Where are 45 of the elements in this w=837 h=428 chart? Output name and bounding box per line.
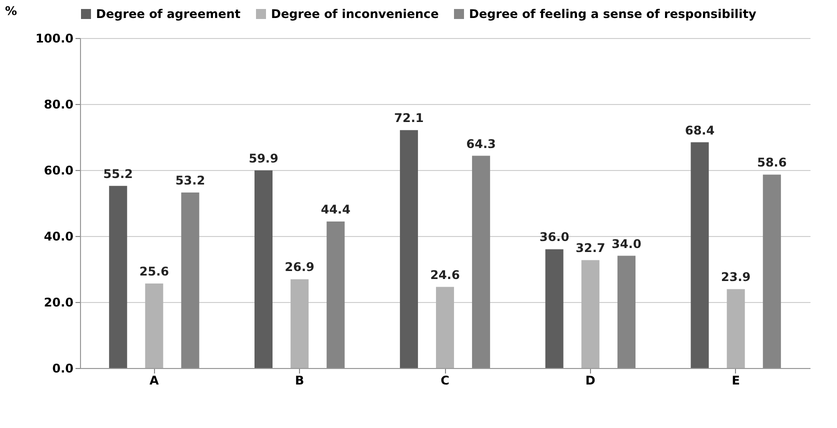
data-label: 44.4 [320,202,350,216]
data-label: 53.2 [175,173,206,188]
x-tick-label: D [585,374,596,388]
data-label: 23.9 [721,270,751,284]
x-tick-label: A [150,374,160,388]
data-label: 25.6 [139,264,169,279]
bar [290,279,309,368]
x-tick-label: E [732,374,740,388]
data-label: 24.6 [430,268,460,282]
data-label: 72.1 [394,111,424,126]
bar [326,221,345,368]
bar [400,130,418,368]
data-label: 34.0 [612,236,642,251]
x-tick-label: B [295,374,304,388]
y-tick-label: 60.0 [44,164,74,178]
bar [690,142,709,368]
legend-label: Degree of inconvenience [271,7,439,21]
legend-label: Degree of agreement [96,7,241,21]
bar [545,249,564,368]
bar [726,289,745,368]
y-tick-label: 40.0 [44,230,74,244]
bar [581,260,600,368]
data-label: 58.6 [757,156,787,170]
bar [181,192,200,368]
data-label: 68.4 [684,123,715,138]
data-label: 36.0 [540,230,570,244]
data-label: 55.2 [103,166,133,181]
bar [254,170,273,368]
y-tick-label: 0.0 [52,362,74,376]
data-label: 32.7 [576,241,606,256]
legend-label: Degree of feeling a sense of responsibility [469,7,756,21]
bar [617,256,636,368]
data-label: 59.9 [248,151,278,166]
data-label: 26.9 [284,260,314,274]
y-tick-label: 100.0 [36,32,74,46]
y-tick-label: 80.0 [44,98,74,112]
y-axis-title: % [5,4,18,18]
bar [762,174,781,368]
bar [436,286,454,368]
x-tick-label: C [440,374,450,388]
bar [472,156,490,368]
y-tick-label: 20.0 [44,296,74,310]
bar [145,284,164,368]
bar [109,186,128,368]
data-label: 64.3 [466,136,496,151]
